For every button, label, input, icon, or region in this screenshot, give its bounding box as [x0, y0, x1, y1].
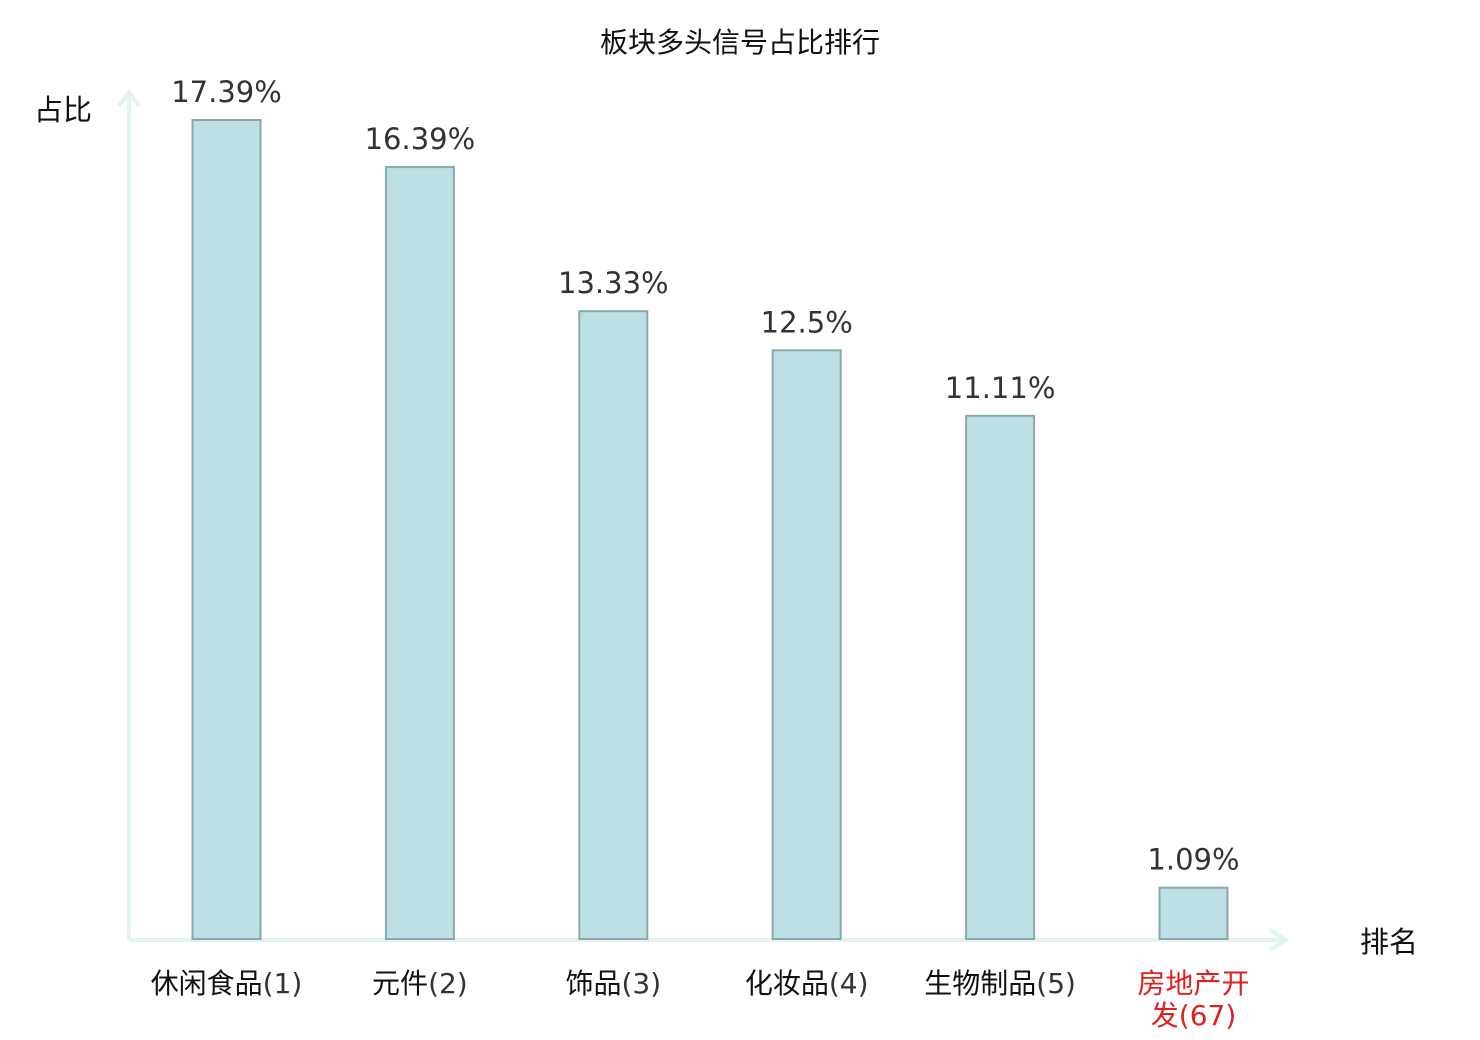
bars-group: [191, 119, 1229, 941]
data-label-1: 17.39%: [171, 75, 282, 109]
x-tick-label-4: 化妆品(4): [745, 967, 869, 1000]
bar-1: [191, 119, 262, 940]
y-axis-arrow-icon: [117, 88, 141, 108]
data-label-6: 1.09%: [1147, 843, 1239, 877]
bar-2: [384, 166, 455, 941]
x-tick-labels-group: 休闲食品(1) 元件(2) 饰品(3) 化妆品(4) 生物制品(5) 房地产开发(67): [151, 967, 1250, 1032]
x-tick-label-2: 元件(2): [372, 967, 468, 1000]
chart-title: 板块多头信号占比排行: [600, 26, 880, 59]
bar-3: [578, 310, 649, 940]
x-tick-label-6: 房地产开发(67): [1137, 967, 1249, 1032]
bar-6: [1158, 886, 1229, 941]
x-tick-label-3: 饰品(3): [565, 967, 661, 1000]
data-label-3: 13.33%: [558, 266, 669, 300]
bar-4: [771, 349, 842, 940]
data-label-2: 16.39%: [365, 122, 476, 156]
x-tick-label-1: 休闲食品(1): [151, 967, 303, 1000]
axes: 占比 排名: [34, 88, 1418, 959]
y-axis-label: 占比: [34, 93, 92, 127]
data-label-4: 12.5%: [761, 305, 853, 339]
value-labels-group: 17.39% 16.39% 13.33% 12.5% 11.11% 1.09%: [171, 75, 1239, 877]
x-axis-arrow-icon: [1268, 928, 1290, 952]
x-tick-label-5: 生物制品(5): [924, 967, 1076, 1000]
data-label-5: 11.11%: [945, 371, 1056, 405]
bar-5: [965, 414, 1036, 940]
x-axis-label: 排名: [1360, 925, 1418, 959]
